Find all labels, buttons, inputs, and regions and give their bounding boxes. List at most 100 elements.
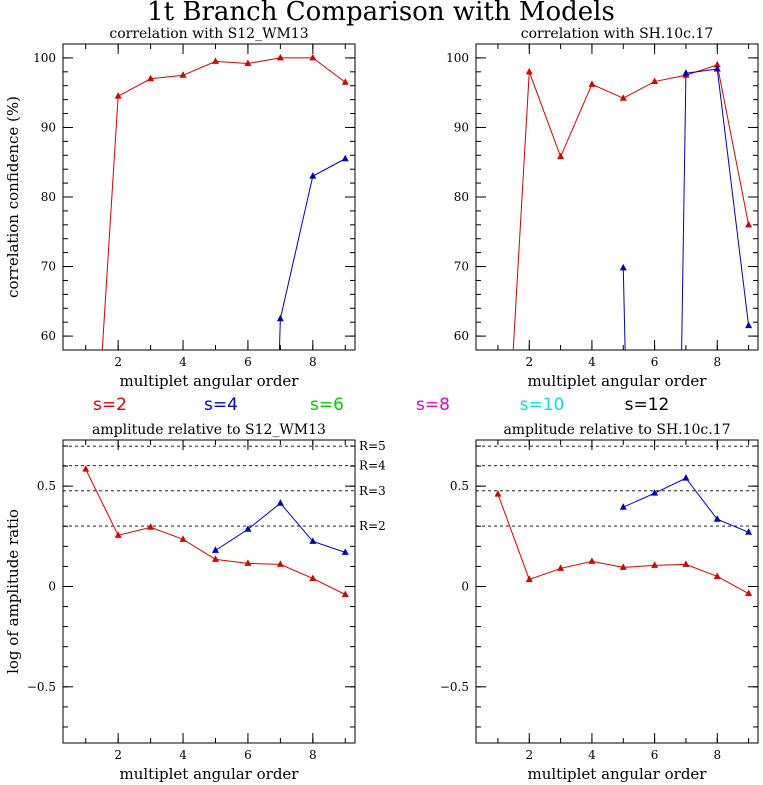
- x-tick-label: 2: [114, 748, 122, 762]
- data-point-marker: [276, 560, 284, 567]
- data-point-marker: [276, 314, 284, 322]
- x-tick-label: 8: [713, 748, 721, 762]
- x-tick-label: 6: [244, 355, 252, 369]
- legend-item: s=4: [204, 395, 238, 415]
- data-point-marker: [309, 574, 317, 581]
- data-point-marker: [713, 60, 721, 68]
- data-point-marker: [82, 465, 90, 472]
- x-tick-label: 2: [525, 748, 533, 762]
- data-point-marker: [713, 572, 721, 579]
- data-point-marker: [244, 59, 252, 66]
- x-tick-label: 2: [114, 355, 122, 369]
- data-point-marker: [588, 557, 596, 564]
- data-point-marker: [276, 499, 284, 506]
- chart-panels: correlation with S12_WM13 multiplet angul…: [4, 26, 759, 783]
- data-point-marker: [713, 515, 721, 522]
- panel-title: correlation with S12_WM13: [109, 26, 308, 42]
- y-tick-label: −0.5: [440, 680, 469, 694]
- data-point-marker: [588, 80, 596, 87]
- chart-panel: amplitude relative to SH.10c.17 multiplet…: [440, 422, 759, 783]
- data-point-marker: [244, 559, 252, 566]
- series-line: [622, 267, 626, 350]
- x-tick-label: 8: [713, 355, 721, 369]
- series-line: [623, 477, 749, 533]
- data-point-marker: [651, 489, 659, 496]
- reference-line-label: R=2: [359, 519, 386, 533]
- data-point-marker: [745, 528, 753, 535]
- data-point-marker: [341, 590, 349, 598]
- y-tick-label: 70: [454, 260, 469, 274]
- reference-line-label: R=5: [359, 439, 386, 453]
- x-tick-label: 2: [525, 355, 533, 369]
- data-point-marker: [525, 67, 533, 75]
- x-tick-label: 6: [651, 748, 659, 762]
- y-tick-label: 70: [41, 260, 56, 274]
- data-point-marker: [211, 555, 219, 562]
- y-tick-label: 0.5: [450, 479, 469, 493]
- y-tick-label: 60: [454, 329, 469, 343]
- reference-line-label: R=3: [359, 484, 386, 498]
- legend-item: s=10: [520, 395, 565, 415]
- data-point-marker: [651, 77, 659, 85]
- legend-item: s=12: [625, 395, 670, 415]
- data-point-marker: [276, 53, 284, 61]
- panel-title: amplitude relative to SH.10c.17: [503, 422, 730, 438]
- series-group: [82, 465, 349, 598]
- x-tick-label: 8: [309, 748, 317, 762]
- data-point-marker: [147, 523, 155, 530]
- y-tick-label: 100: [33, 51, 56, 65]
- data-point-marker: [651, 561, 659, 568]
- data-point-marker: [179, 71, 187, 78]
- x-tick-label: 6: [651, 355, 659, 369]
- y-tick-label: 80: [454, 190, 469, 204]
- x-tick-label: 6: [244, 748, 252, 762]
- data-point-marker: [341, 154, 349, 162]
- series-line: [681, 68, 750, 350]
- panel-title: amplitude relative to S12_WM13: [92, 422, 326, 438]
- y-tick-label: 60: [41, 329, 56, 343]
- data-point-marker: [211, 57, 219, 64]
- y-tick-label: 0: [48, 579, 56, 593]
- data-point-marker: [525, 575, 533, 582]
- y-tick-label: 0.5: [37, 479, 56, 493]
- chart-panel: amplitude relative to S12_WM13 multiplet …: [4, 422, 386, 783]
- data-point-marker: [619, 503, 627, 510]
- series-line: [278, 158, 346, 350]
- x-tick-label: 4: [588, 748, 596, 762]
- series-line: [215, 502, 346, 553]
- data-point-marker: [114, 531, 122, 538]
- data-point-marker: [619, 263, 627, 271]
- data-point-marker: [179, 535, 187, 542]
- data-point-marker: [309, 172, 317, 179]
- series-group: [494, 474, 753, 597]
- plot-frame: [62, 439, 356, 744]
- y-tick-label: 80: [41, 190, 56, 204]
- x-axis-label: multiplet angular order: [120, 765, 300, 783]
- x-tick-label: 8: [309, 355, 317, 369]
- data-point-marker: [745, 220, 753, 228]
- y-axis-label: log of amplitude ratio: [4, 509, 22, 674]
- panel-title: correlation with SH.10c.17: [521, 26, 714, 42]
- chart-panel: correlation with S12_WM13 multiplet angul…: [4, 26, 356, 390]
- legend-item: s=2: [93, 395, 127, 415]
- series-line: [101, 57, 346, 350]
- data-point-marker: [619, 94, 627, 101]
- data-point-marker: [211, 546, 219, 553]
- x-axis-label: multiplet angular order: [120, 372, 300, 390]
- plot-frame: [475, 439, 759, 744]
- data-point-marker: [341, 78, 349, 85]
- series-group: [512, 60, 753, 350]
- data-point-marker: [682, 69, 690, 76]
- data-point-marker: [244, 525, 252, 532]
- chart-panel: correlation with SH.10c.17 multiplet angu…: [446, 26, 759, 390]
- legend-item: s=8: [416, 395, 450, 415]
- x-axis-label: multiplet angular order: [528, 765, 708, 783]
- data-point-marker: [341, 548, 349, 555]
- data-point-marker: [309, 53, 317, 61]
- y-tick-label: 0: [461, 579, 469, 593]
- y-tick-label: −0.5: [27, 680, 56, 694]
- data-point-marker: [682, 474, 690, 481]
- data-point-marker: [494, 490, 502, 497]
- plot-frame: [475, 43, 759, 351]
